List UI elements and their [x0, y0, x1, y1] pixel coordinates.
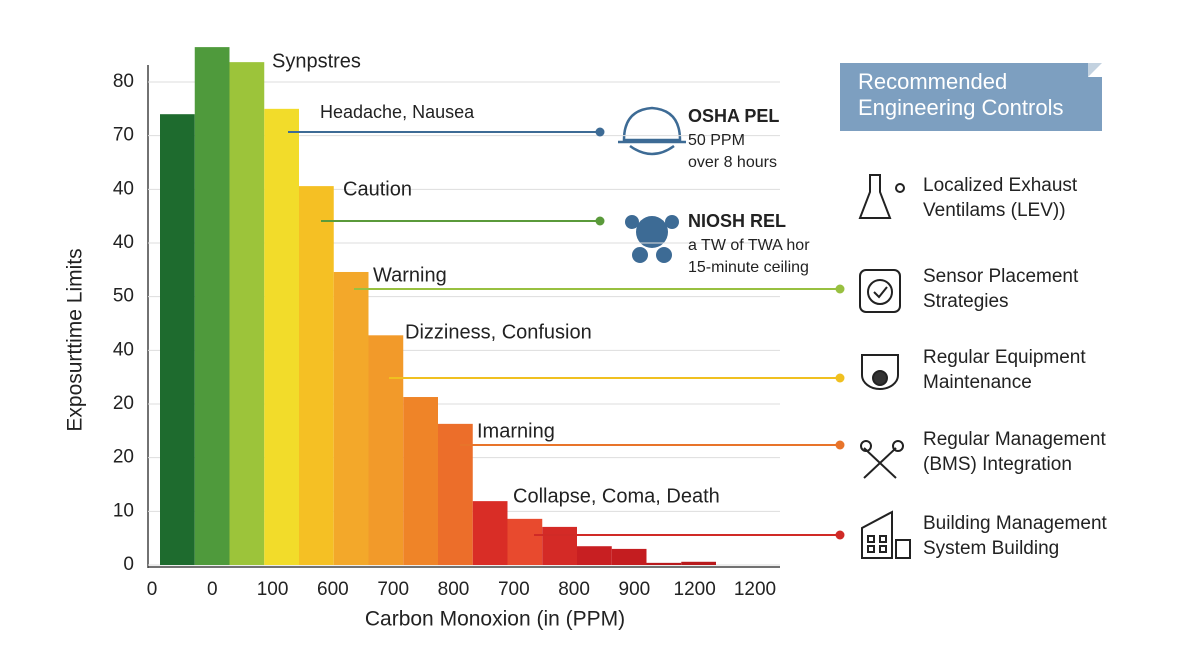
annotation: Imarning — [477, 420, 555, 442]
x-tick-label: 700 — [377, 579, 409, 600]
controls-title: Recommended Engineering Controls — [840, 63, 1102, 131]
leader-dot — [835, 530, 845, 540]
bar — [333, 271, 369, 565]
control-item: Building Management — [923, 513, 1108, 534]
y-tick-label: 20 — [113, 447, 134, 468]
y-tick-label: 20 — [113, 393, 134, 414]
fold — [1088, 63, 1102, 77]
y-tick-label: 40 — [113, 339, 134, 360]
y-tick-label: 70 — [113, 125, 134, 146]
annotation: Headache, Nausea — [320, 102, 475, 122]
x-tick-label: 0 — [147, 579, 158, 600]
bar — [403, 397, 438, 565]
x-tick-label: 0 — [207, 579, 218, 600]
control-item: Sensor Placement — [923, 266, 1079, 287]
leader-dot — [835, 440, 845, 450]
limit-title: OSHA PEL — [688, 106, 779, 126]
control-item: Regular Equipment — [923, 347, 1086, 368]
x-tick-label: 1200 — [674, 579, 716, 600]
y-tick-label: 0 — [123, 554, 134, 575]
annotation: Warning — [373, 264, 447, 286]
bar — [681, 561, 716, 565]
leader-dot — [595, 127, 605, 137]
y-tick-label: 40 — [113, 232, 134, 253]
control-item: Strategies — [923, 291, 1009, 312]
leader-dot — [835, 373, 845, 383]
bar — [507, 518, 543, 565]
limit-text: 15-minute ceiling — [688, 259, 809, 276]
x-tick-label: 100 — [257, 579, 289, 600]
annotation: Collapse, Coma, Death — [513, 485, 720, 507]
control-item: System Building — [923, 538, 1059, 559]
x-tick-label: 700 — [498, 579, 530, 600]
x-tick-label: 800 — [558, 579, 590, 600]
x-axis-title: Carbon Monoxion (in (PPM) — [365, 608, 625, 631]
bar — [611, 548, 647, 565]
y-tick-label: 40 — [113, 178, 134, 199]
x-tick-label: 600 — [317, 579, 349, 600]
y-tick-label: 10 — [113, 500, 134, 521]
bar — [194, 47, 230, 566]
bar — [646, 562, 682, 565]
y-axis-title: Exposurttime Limits — [64, 248, 87, 431]
bar — [472, 501, 508, 565]
control-item: (BMS) Integration — [923, 454, 1072, 475]
x-tick-label: 1200 — [734, 579, 776, 600]
control-item: Regular Management — [923, 429, 1106, 450]
y-tick-label: 80 — [113, 71, 134, 92]
limit-text: over 8 hours — [688, 154, 777, 171]
control-item: Localized Exhaust — [923, 175, 1078, 196]
annotation: Dizziness, Confusion — [405, 321, 592, 343]
bar — [160, 114, 195, 565]
limit-text: a TW of TWA hor — [688, 237, 810, 254]
y-tick-label: 50 — [113, 286, 134, 307]
bar — [229, 62, 265, 565]
annotation: Caution — [343, 178, 412, 200]
bar — [542, 526, 577, 565]
limit-title: NIOSH REL — [688, 211, 786, 231]
x-tick-label: 800 — [438, 579, 470, 600]
x-tick-label: 900 — [619, 579, 651, 600]
bar — [577, 546, 612, 565]
limit-text: 50 PPM — [688, 132, 745, 149]
control-icons — [858, 174, 911, 559]
bar — [368, 335, 404, 565]
leader-dot — [835, 284, 845, 294]
leader-dot — [595, 216, 605, 226]
annotation: Synpstres — [272, 50, 361, 72]
bar — [264, 108, 299, 565]
control-item: Ventilams (LEV)) — [923, 200, 1066, 221]
bar — [299, 186, 334, 565]
control-item: Maintenance — [923, 372, 1032, 393]
respirator-icon — [625, 215, 679, 263]
helmet-icon — [618, 106, 686, 156]
bar — [438, 423, 473, 565]
